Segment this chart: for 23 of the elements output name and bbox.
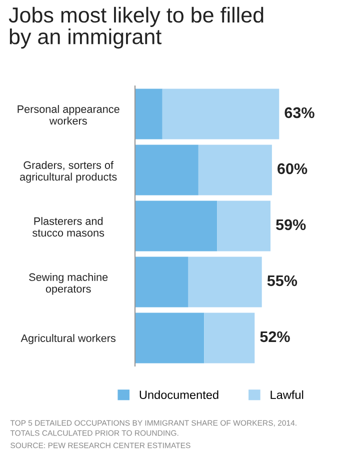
bar	[135, 144, 198, 196]
bar	[204, 312, 255, 364]
y-tick-label: Personal appearance workers	[18, 105, 120, 125]
bar	[135, 256, 188, 308]
y-tick-label: Agricultural workers	[20, 334, 116, 344]
bar	[135, 88, 162, 140]
y-tick-label: Plasterers and stucco masons	[32, 217, 104, 237]
bar	[217, 200, 270, 252]
y-tick-label: Sewing machine operators	[29, 273, 108, 295]
bar	[135, 312, 204, 364]
annotation: 52%	[260, 331, 290, 342]
legend-label: Undocumented	[140, 390, 218, 400]
annotation: 63%	[284, 107, 314, 118]
annotation: 55%	[267, 275, 298, 286]
bar	[188, 256, 262, 308]
bar	[162, 88, 280, 140]
chart-title: Jobs most likely to be filled by an immigrant	[8, 6, 264, 49]
annotation: 59%	[276, 219, 306, 230]
legend-label: Lawful	[270, 390, 304, 400]
bar	[135, 200, 218, 252]
y-tick-label: Graders, sorters of agricultural products	[20, 161, 117, 183]
bar	[198, 144, 272, 196]
annotation: 60%	[278, 163, 308, 174]
